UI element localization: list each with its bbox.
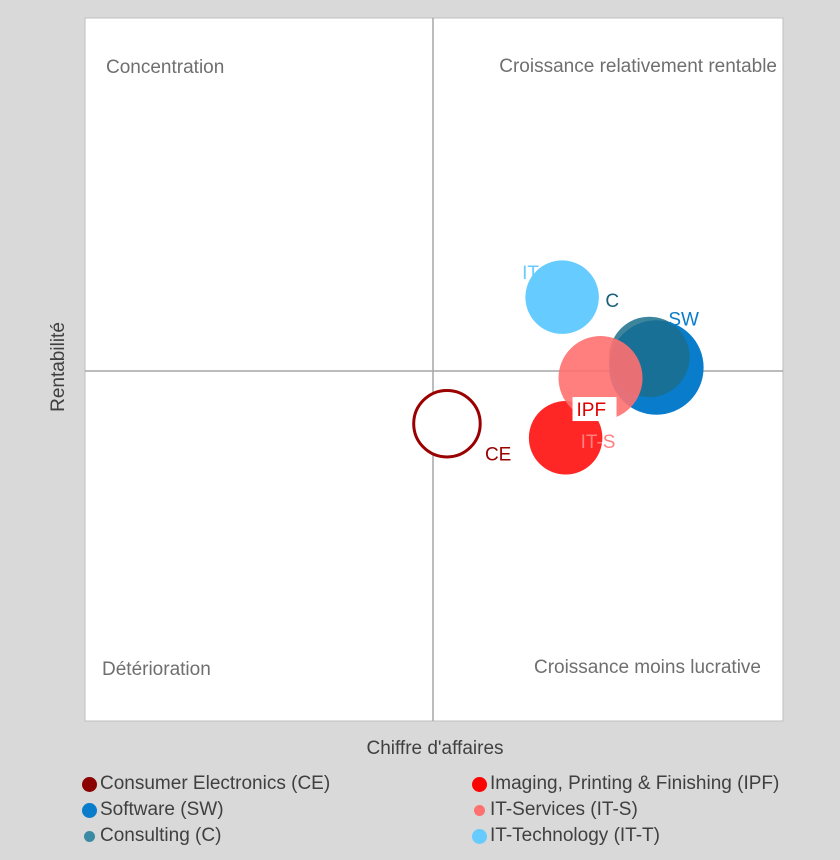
quadrant-label-bottom-left: Détérioration [102, 659, 211, 680]
legend-label: Consumer Electronics (CE) [100, 773, 331, 794]
bubble-label-itt: IT-T [522, 263, 556, 284]
bubble-ce [412, 388, 482, 459]
quadrant-label-top-left: Concentration [106, 57, 224, 78]
legend: Consumer Electronics (CE) Imaging, Printi… [80, 772, 830, 848]
legend-marker-icon [472, 828, 487, 844]
legend-item: Consumer Electronics (CE) [80, 772, 470, 796]
bubble-label-sw: SW [668, 309, 699, 330]
quadrant-label-bottom-right: Croissance moins lucrative [534, 657, 761, 678]
bubble-label-its: IT-S [581, 432, 616, 453]
bubble-label-c: C [605, 291, 619, 312]
y-axis-title: Rentabilité [48, 322, 69, 412]
legend-item: Consulting (C) [80, 824, 470, 848]
quadrant-label-top-right: Croissance relativement rentable [499, 56, 777, 77]
legend-label: Consulting (C) [100, 825, 222, 846]
legend-marker-icon [474, 804, 485, 816]
bubble-labels-group: CE IT-S IT-T SW C IPF [485, 263, 699, 466]
legend-label: IT-Technology (IT-T) [490, 825, 660, 846]
bubble-label-ipf: IPF [577, 400, 607, 421]
legend-label: Software (SW) [100, 799, 224, 820]
legend-marker-icon [82, 802, 97, 818]
legend-item: Imaging, Printing & Finishing (IPF) [470, 772, 830, 796]
legend-marker-icon [472, 776, 487, 792]
legend-item: Software (SW) [80, 798, 470, 822]
x-axis-title: Chiffre d'affaires [366, 738, 503, 759]
legend-label: Imaging, Printing & Finishing (IPF) [490, 773, 780, 794]
legend-marker-icon [82, 776, 97, 792]
bubble-label-box-ipf [572, 397, 617, 422]
bubble-itt [525, 260, 599, 334]
bubble-chart: Concentration Croissance relativement re… [48, 17, 784, 759]
legend-item: IT-Services (IT-S) [470, 798, 830, 822]
bubble-label-ce: CE [485, 445, 511, 466]
legend-item: IT-Technology (IT-T) [470, 824, 830, 848]
bubbles-group [412, 260, 704, 475]
legend-marker-icon [84, 830, 95, 842]
legend-label: IT-Services (IT-S) [490, 799, 638, 820]
